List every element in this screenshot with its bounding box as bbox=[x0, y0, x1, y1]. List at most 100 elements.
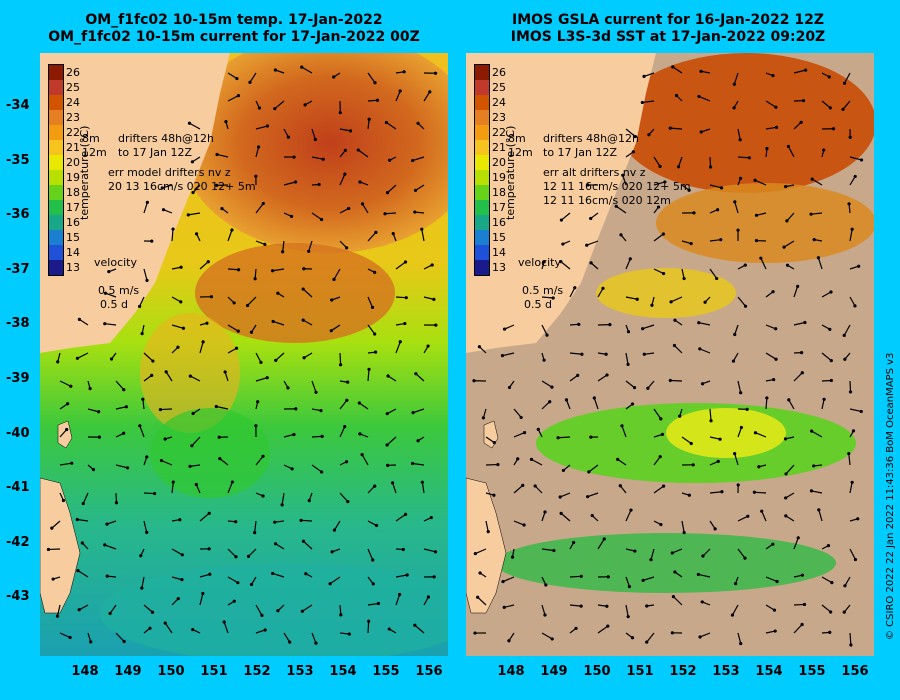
lon-tick: 155 bbox=[798, 664, 826, 679]
current-arrow bbox=[755, 432, 767, 438]
current-arrow bbox=[625, 509, 632, 522]
arrow-head bbox=[816, 256, 820, 260]
arrow-head bbox=[77, 608, 81, 612]
current-arrow bbox=[386, 436, 397, 446]
arrow-head bbox=[676, 165, 681, 169]
arrow-head bbox=[572, 540, 576, 545]
arrow-head bbox=[809, 489, 814, 493]
current-arrow bbox=[731, 604, 739, 616]
arrow-head bbox=[533, 484, 537, 488]
current-arrow bbox=[709, 268, 718, 279]
left-velocity-duration: 0.5 d bbox=[100, 298, 128, 311]
arrow-head bbox=[346, 500, 350, 504]
current-arrow bbox=[811, 490, 823, 494]
arrow-head bbox=[550, 637, 554, 641]
arrow-head bbox=[428, 90, 432, 94]
arrow-head bbox=[416, 121, 420, 125]
current-arrow bbox=[793, 372, 803, 382]
arrow-head bbox=[398, 340, 402, 344]
arrow-head bbox=[207, 547, 211, 551]
current-arrow bbox=[272, 572, 285, 578]
arrow-head bbox=[301, 539, 306, 543]
arrow-head bbox=[715, 276, 719, 281]
current-arrow bbox=[386, 122, 397, 130]
arrow-head bbox=[80, 541, 84, 545]
arrow-head bbox=[682, 276, 686, 281]
arrow-head bbox=[273, 107, 277, 111]
arrow-head bbox=[800, 573, 805, 577]
current-arrow bbox=[625, 604, 629, 617]
current-arrow bbox=[569, 575, 582, 578]
current-arrow bbox=[561, 212, 571, 221]
arrow-head bbox=[510, 555, 515, 559]
arrow-head bbox=[265, 376, 269, 380]
current-arrow bbox=[653, 233, 664, 242]
current-arrow bbox=[247, 296, 257, 306]
arrow-head bbox=[126, 466, 130, 470]
arrow-head bbox=[771, 73, 775, 78]
colorbar-swatch bbox=[475, 215, 489, 230]
arrow-head bbox=[367, 619, 371, 623]
current-arrow bbox=[698, 95, 711, 102]
current-arrow bbox=[504, 604, 515, 608]
current-arrow bbox=[785, 492, 795, 499]
arrow-head bbox=[179, 265, 183, 269]
current-arrow bbox=[625, 128, 636, 138]
arrow-head bbox=[374, 230, 378, 234]
current-arrow bbox=[384, 212, 397, 215]
arrow-head bbox=[472, 379, 476, 383]
arrow-head bbox=[687, 493, 691, 497]
arrow-head bbox=[201, 591, 205, 596]
current-arrow bbox=[104, 323, 117, 326]
arrow-head bbox=[413, 623, 417, 627]
lon-tick: 152 bbox=[669, 664, 697, 679]
arrow-head bbox=[375, 98, 380, 102]
current-arrow bbox=[329, 576, 341, 585]
arrow-head bbox=[433, 71, 438, 75]
arrow-head bbox=[642, 352, 646, 356]
arrow-head bbox=[434, 323, 438, 327]
arrow-head bbox=[663, 180, 667, 184]
arrow-head bbox=[302, 356, 306, 360]
flinders-island bbox=[57, 420, 73, 449]
arrow-head bbox=[552, 548, 556, 553]
arrow-head bbox=[91, 468, 96, 472]
current-arrow bbox=[485, 520, 489, 532]
current-arrow bbox=[421, 229, 425, 242]
lon-tick: 151 bbox=[200, 664, 228, 679]
arrow-head bbox=[180, 578, 184, 582]
current-arrow bbox=[59, 462, 72, 466]
current-arrow bbox=[733, 72, 739, 85]
arrow-head bbox=[605, 604, 609, 608]
colorbar-swatch bbox=[475, 125, 489, 140]
arrow-head bbox=[580, 352, 584, 356]
arrow-head bbox=[271, 571, 275, 576]
arrow-head bbox=[401, 547, 405, 552]
arrow-head bbox=[734, 581, 738, 586]
current-arrow bbox=[793, 603, 805, 606]
arrow-head bbox=[208, 572, 212, 576]
arrow-head bbox=[851, 429, 856, 433]
arrow-head bbox=[313, 137, 317, 142]
current-arrow bbox=[412, 462, 425, 466]
arrow-head bbox=[589, 435, 593, 439]
arrow-head bbox=[66, 402, 70, 406]
colorbar-swatch bbox=[475, 155, 489, 170]
current-arrow bbox=[625, 296, 638, 300]
arrow-head bbox=[628, 257, 632, 261]
current-arrow bbox=[311, 632, 317, 644]
arrow-head bbox=[403, 260, 408, 264]
arrow-head bbox=[273, 68, 278, 72]
current-arrow bbox=[311, 212, 322, 221]
current-arrow bbox=[674, 345, 683, 354]
current-arrow bbox=[87, 408, 99, 413]
arrow-head bbox=[320, 434, 324, 438]
arrow-head bbox=[330, 298, 334, 302]
satellite-yellow-band bbox=[666, 408, 786, 458]
cold-eddy-north bbox=[140, 313, 240, 433]
current-arrow bbox=[412, 156, 425, 162]
lat-tick: -38 bbox=[6, 316, 30, 332]
arrow-head bbox=[804, 68, 808, 72]
current-arrow bbox=[699, 348, 711, 354]
current-arrow bbox=[421, 482, 425, 494]
